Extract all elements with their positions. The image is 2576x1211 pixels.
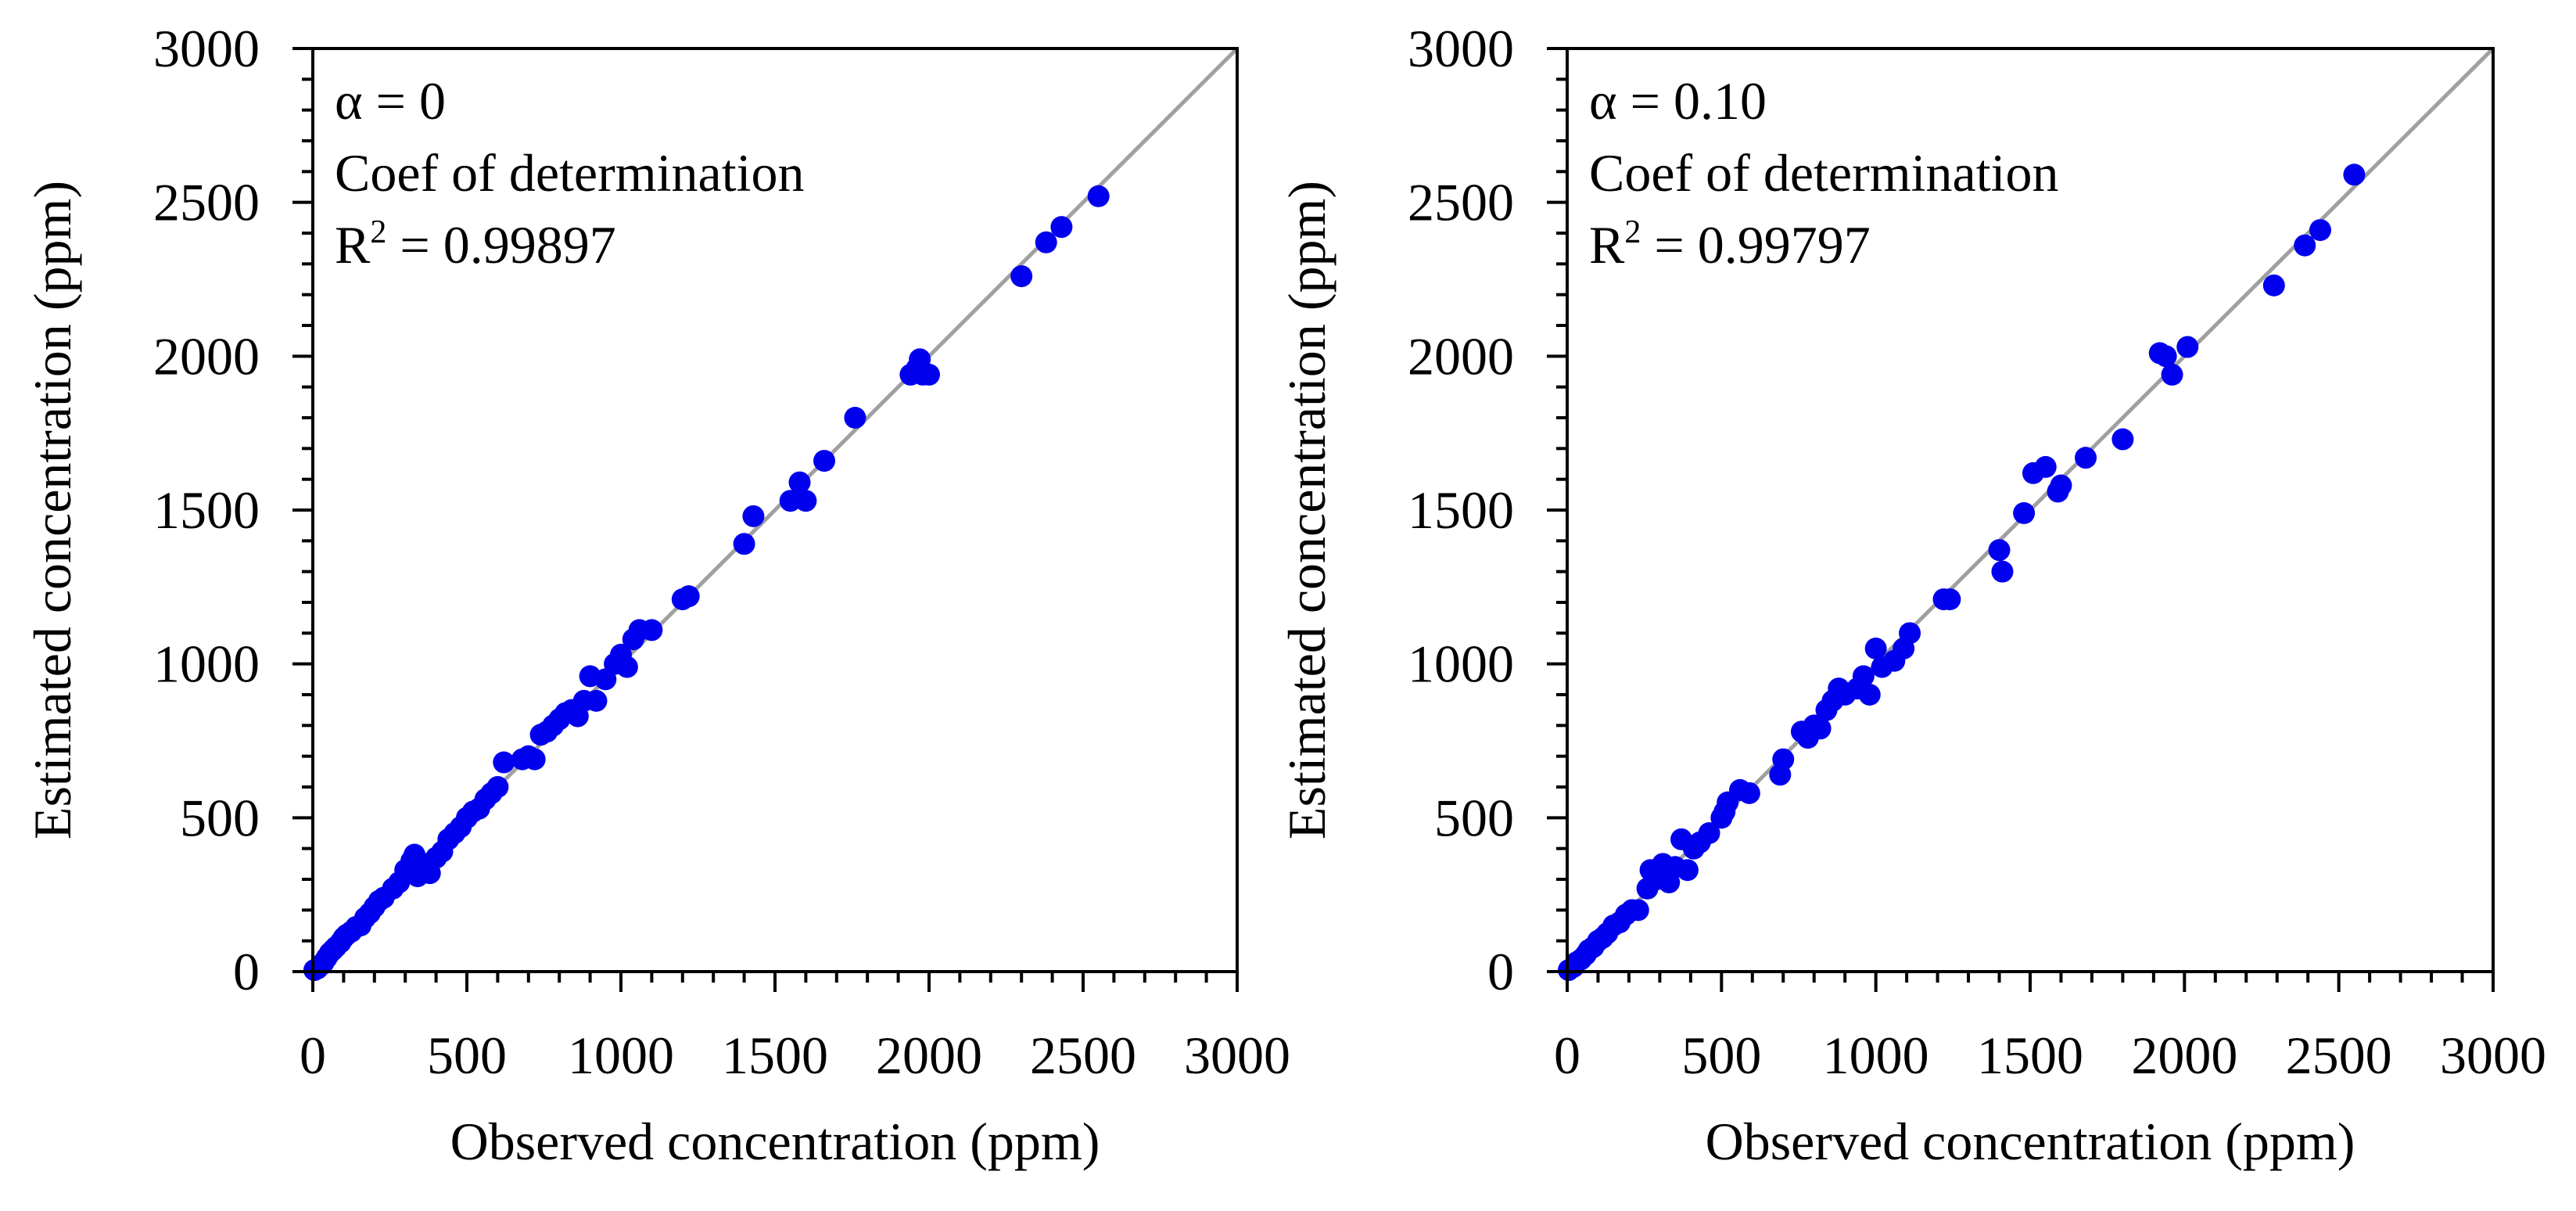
x-tick-label: 3000 — [1184, 1026, 1290, 1085]
r2-superscript: 2 — [370, 214, 386, 250]
x-tick-label: 2500 — [2286, 1026, 2392, 1085]
r2-superscript: 2 — [1624, 214, 1641, 250]
x-tick-label: 0 — [1554, 1026, 1580, 1085]
x-tick-label: 1500 — [1977, 1026, 2083, 1085]
data-point — [615, 656, 638, 678]
data-point — [2161, 363, 2183, 386]
data-point — [1010, 265, 1033, 288]
x-tick-label: 0 — [300, 1026, 326, 1085]
data-point — [1087, 185, 1110, 207]
annotation-line: Coef of determination — [1589, 143, 2058, 203]
data-point — [844, 407, 866, 429]
r-squared-label: R2 = 0.99797 — [1589, 214, 1871, 275]
data-point — [788, 471, 811, 494]
x-tick-label: 2000 — [876, 1026, 982, 1085]
data-point — [1988, 539, 2011, 562]
y-tick-label: 2000 — [1408, 326, 1514, 386]
x-tick-label: 2500 — [1030, 1026, 1136, 1085]
data-point — [1809, 717, 1832, 740]
data-point — [486, 776, 509, 798]
data-point — [2262, 274, 2285, 296]
x-tick-label: 2000 — [2131, 1026, 2237, 1085]
data-point — [1035, 231, 1057, 253]
data-point — [2075, 447, 2097, 469]
data-point — [733, 533, 755, 555]
alpha-label: α = 0.10 — [1589, 71, 1767, 131]
data-point — [2013, 501, 2036, 524]
y-axis-title: Estimated concentration (ppm) — [23, 181, 82, 839]
data-point — [1698, 822, 1720, 844]
data-point — [742, 505, 765, 527]
data-point — [813, 450, 836, 473]
data-point — [677, 585, 700, 608]
data-point — [2034, 455, 2057, 478]
y-tick-label: 1000 — [153, 634, 260, 694]
x-tick-label: 1000 — [1823, 1026, 1929, 1085]
x-tick-label: 1000 — [568, 1026, 674, 1085]
data-point — [918, 363, 940, 386]
data-point — [1738, 782, 1760, 804]
alpha-label: α = 0 — [335, 71, 446, 131]
y-tick-label: 0 — [233, 942, 260, 1001]
annotation-line: Coef of determination — [335, 143, 804, 203]
data-point — [493, 751, 515, 774]
y-tick-label: 500 — [180, 788, 260, 847]
data-point — [2111, 428, 2134, 451]
y-tick-label: 2500 — [1408, 173, 1514, 232]
data-point — [2050, 474, 2072, 497]
data-point — [1050, 216, 1073, 239]
data-point — [2154, 345, 2177, 368]
y-tick-label: 3000 — [153, 19, 260, 78]
data-point — [1899, 622, 1921, 645]
chart-panel-1: 0 500 1000 1500 2000 2500 3000 0 500 1000 1500 2000… — [23, 19, 1290, 1171]
y-tick-label: 1500 — [1408, 480, 1514, 540]
data-point — [2309, 219, 2331, 242]
y-tick-label: 1500 — [153, 480, 260, 540]
data-point — [2176, 336, 2199, 358]
data-point — [1676, 859, 1699, 882]
x-tick-label: 500 — [1681, 1026, 1761, 1085]
data-point — [779, 490, 802, 512]
r-squared-label: R2 = 0.99897 — [335, 214, 616, 275]
data-point — [1627, 899, 1649, 922]
r2-prefix: R — [335, 215, 371, 275]
y-tick-label: 2000 — [153, 326, 260, 386]
r2-value: = 0.99797 — [1641, 215, 1870, 275]
data-point — [523, 748, 546, 771]
data-point — [1991, 560, 2014, 583]
data-point — [795, 490, 817, 512]
r2-prefix: R — [1589, 215, 1625, 275]
data-point — [640, 619, 663, 641]
data-point — [1939, 588, 1961, 611]
x-axis-title: Observed concentration (ppm) — [1706, 1112, 2355, 1171]
y-tick-label: 1000 — [1408, 634, 1514, 694]
x-tick-label: 500 — [427, 1026, 507, 1085]
data-point — [1864, 638, 1887, 659]
data-point — [1852, 665, 1875, 688]
y-axis-title: Estimated concentration (ppm) — [1277, 181, 1336, 839]
r2-value: = 0.99897 — [386, 215, 615, 275]
y-tick-label: 0 — [1487, 942, 1514, 1001]
y-tick-label: 3000 — [1408, 19, 1514, 78]
chart-panel-2: 0 500 1000 1500 2000 2500 3000 0 500 1000 1500 2000… — [1277, 19, 2546, 1171]
x-tick-label: 3000 — [2440, 1026, 2546, 1085]
data-point — [1858, 684, 1881, 706]
x-axis-title: Observed concentration (ppm) — [450, 1112, 1100, 1171]
y-tick-label: 500 — [1434, 788, 1514, 847]
x-tick-label: 1500 — [722, 1026, 828, 1085]
data-point — [2343, 164, 2366, 186]
data-point — [1772, 748, 1795, 771]
data-point — [2294, 234, 2316, 257]
data-point — [585, 689, 608, 712]
y-tick-label: 2500 — [153, 173, 260, 232]
